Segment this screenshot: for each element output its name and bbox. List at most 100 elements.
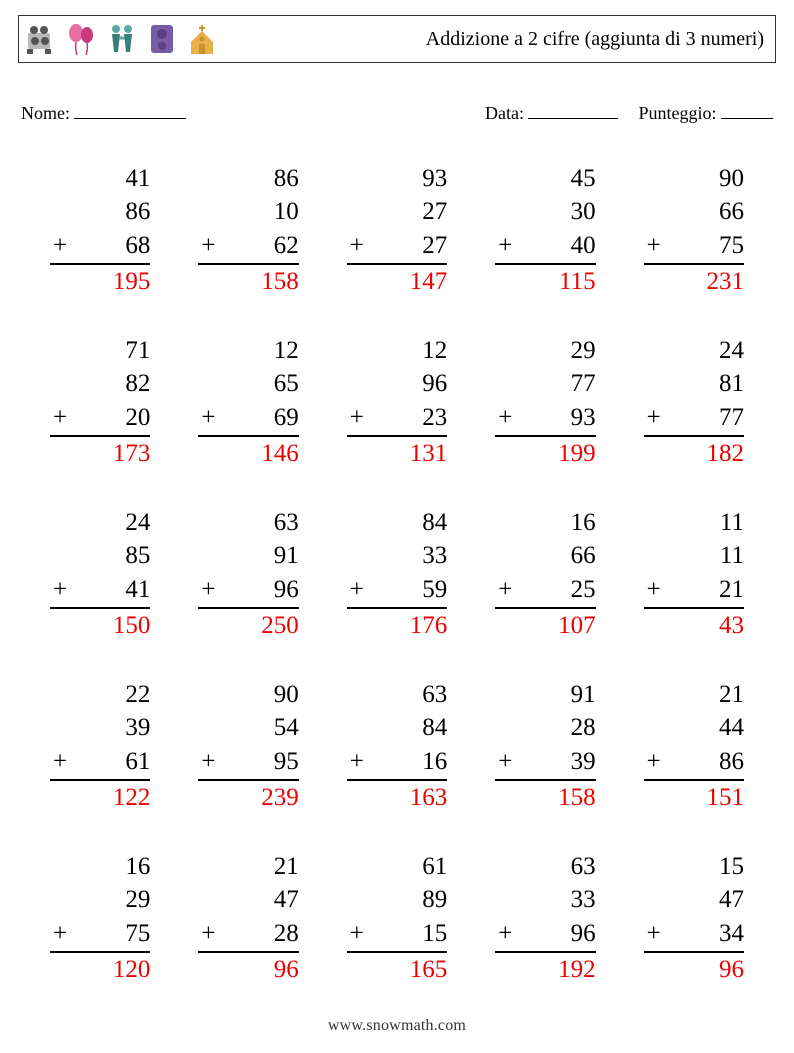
addend-3-row: +93 [495,401,595,437]
addend-3-row: +27 [347,229,447,265]
plus-operator: + [644,229,661,262]
addend-1: 90 [644,162,744,195]
addend-2: 91 [198,539,298,572]
addend-2: 44 [644,711,744,744]
addend-3-row: +86 [644,745,744,781]
balloons-icon [65,22,99,56]
addend-3: 23 [422,401,447,434]
answer: 192 [495,953,595,986]
plus-operator: + [644,745,661,778]
date-blank[interactable] [528,100,618,119]
answer: 231 [644,265,744,298]
footer-prefix: www. [328,1017,366,1034]
addition-problem: 6391+96250 [198,506,298,642]
addend-3-row: +96 [495,917,595,953]
addition-problem: 9054+95239 [198,678,298,814]
addend-3-row: +25 [495,573,595,609]
addend-3: 96 [274,573,299,606]
addend-3: 28 [274,917,299,950]
plus-operator: + [644,401,661,434]
addition-problem: 1629+75120 [50,850,150,986]
addend-1: 29 [495,334,595,367]
score-blank[interactable] [721,100,773,119]
addend-3-row: +95 [198,745,298,781]
plus-operator: + [50,745,67,778]
date-label: Data: [485,103,524,123]
addition-problem: 9327+27147 [347,162,447,298]
addend-1: 22 [50,678,150,711]
addend-3-row: +77 [644,401,744,437]
addition-problem: 2144+86151 [644,678,744,814]
addend-3-row: +40 [495,229,595,265]
plus-operator: + [198,917,215,950]
addend-2: 33 [347,539,447,572]
addend-1: 90 [198,678,298,711]
answer: 199 [495,437,595,470]
plus-operator: + [347,573,364,606]
addend-1: 21 [644,678,744,711]
addend-2: 89 [347,883,447,916]
addition-problem: 6384+16163 [347,678,447,814]
answer: 115 [495,265,595,298]
addend-3-row: +28 [198,917,298,953]
addition-problem: 1296+23131 [347,334,447,470]
speaker-icon [145,22,179,56]
addend-3: 68 [125,229,150,262]
addend-3: 40 [571,229,596,262]
addend-3-row: +59 [347,573,447,609]
addend-3-row: +75 [50,917,150,953]
addend-3: 96 [571,917,596,950]
score-field: Punteggio: [638,100,773,124]
plus-operator: + [198,229,215,262]
addend-1: 15 [644,850,744,883]
addend-2: 54 [198,711,298,744]
plus-operator: + [495,745,512,778]
addend-1: 91 [495,678,595,711]
addition-problem: 4186+68195 [50,162,150,298]
name-blank[interactable] [74,100,186,119]
addend-2: 47 [644,883,744,916]
answer: 151 [644,781,744,814]
answer: 131 [347,437,447,470]
addend-3: 21 [719,573,744,606]
addend-2: 11 [644,539,744,572]
answer: 96 [644,953,744,986]
addend-3: 59 [422,573,447,606]
addend-3-row: +96 [198,573,298,609]
plus-operator: + [644,917,661,950]
addend-2: 29 [50,883,150,916]
addend-3: 62 [274,229,299,262]
addend-2: 86 [50,195,150,228]
footer-url: www.snowmath.com [328,1017,466,1034]
addend-3: 39 [571,745,596,778]
addend-2: 65 [198,367,298,400]
plus-operator: + [644,573,661,606]
addition-problem: 1265+69146 [198,334,298,470]
plus-operator: + [495,573,512,606]
footer-suffix: math.com [401,1017,466,1034]
addend-1: 21 [198,850,298,883]
addition-problem: 1111+2143 [644,506,744,642]
addend-3-row: +69 [198,401,298,437]
addend-2: 84 [347,711,447,744]
plus-operator: + [347,917,364,950]
addend-2: 33 [495,883,595,916]
addend-3: 16 [422,745,447,778]
answer: 176 [347,609,447,642]
addend-3: 20 [125,401,150,434]
addition-problem: 4530+40115 [495,162,595,298]
header-icons [25,22,219,56]
name-label: Nome: [21,103,70,124]
answer: 173 [50,437,150,470]
answer: 250 [198,609,298,642]
addend-2: 66 [644,195,744,228]
plus-operator: + [198,745,215,778]
addend-3: 95 [274,745,299,778]
addend-2: 81 [644,367,744,400]
addend-3: 25 [571,573,596,606]
addition-problem: 1666+25107 [495,506,595,642]
addend-1: 16 [50,850,150,883]
addend-1: 12 [347,334,447,367]
addend-3-row: +34 [644,917,744,953]
plus-operator: + [495,917,512,950]
